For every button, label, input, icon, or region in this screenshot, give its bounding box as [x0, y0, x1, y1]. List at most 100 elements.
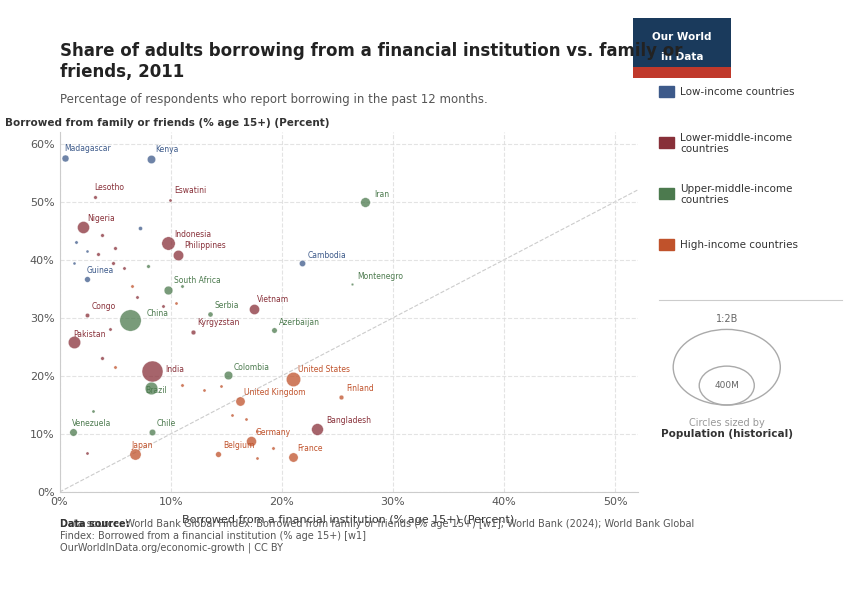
Text: Bangladesh: Bangladesh	[326, 416, 371, 425]
Text: Kenya: Kenya	[155, 145, 178, 154]
Point	[122, 315, 136, 325]
Text: Chile: Chile	[156, 419, 175, 428]
Text: Guinea: Guinea	[86, 266, 113, 275]
Point	[214, 382, 228, 391]
Point	[81, 275, 94, 284]
Point	[156, 301, 170, 311]
Point	[186, 327, 200, 337]
Point	[81, 448, 94, 457]
Text: Philippines: Philippines	[184, 241, 226, 250]
Point	[203, 309, 217, 319]
Text: Our World: Our World	[653, 32, 711, 42]
Text: Percentage of respondents who report borrowing in the past 12 months.: Percentage of respondents who report bor…	[60, 93, 487, 106]
Text: Borrowed from family or friends (% age 15+) (Percent): Borrowed from family or friends (% age 1…	[4, 118, 329, 128]
Text: Upper-middle-income
countries: Upper-middle-income countries	[680, 184, 792, 205]
Text: Belgium: Belgium	[223, 441, 254, 450]
Point	[286, 374, 300, 383]
Text: Colombia: Colombia	[234, 363, 270, 372]
Point	[95, 230, 109, 239]
Point	[67, 337, 81, 347]
Text: Indonesia: Indonesia	[174, 230, 211, 239]
Text: Lesotho: Lesotho	[94, 184, 124, 193]
X-axis label: Borrowed from a financial institution (% age 15+) (Percent): Borrowed from a financial institution (%…	[183, 515, 514, 525]
Text: Japan: Japan	[132, 441, 153, 450]
Point	[359, 197, 372, 207]
Point	[66, 427, 80, 437]
Text: in Data: in Data	[661, 52, 703, 62]
Text: Venezuela: Venezuela	[71, 419, 111, 428]
Text: Madagascar: Madagascar	[64, 145, 110, 154]
Text: Montenegro: Montenegro	[357, 272, 404, 281]
Point	[81, 310, 94, 320]
Point	[244, 436, 258, 446]
Text: Data source: World Bank Global Findex: Borrowed from family or friends (% age 15: Data source: World Bank Global Findex: B…	[60, 519, 694, 553]
Point	[162, 195, 176, 205]
Point	[70, 238, 83, 247]
Point	[133, 223, 146, 233]
Text: High-income countries: High-income countries	[680, 241, 798, 250]
Point	[92, 249, 105, 259]
Point	[86, 406, 99, 416]
Point	[59, 154, 72, 163]
Text: United States: United States	[298, 365, 350, 374]
Text: Vietnam: Vietnam	[258, 295, 290, 304]
Text: Congo: Congo	[92, 302, 116, 311]
Bar	[633, 67, 731, 78]
Point	[251, 426, 264, 436]
Text: Population (historical): Population (historical)	[660, 429, 793, 439]
Text: Germany: Germany	[255, 428, 290, 437]
Point	[95, 353, 109, 363]
Text: India: India	[165, 365, 184, 374]
Point	[345, 280, 359, 289]
Point	[76, 222, 89, 232]
Point	[144, 383, 157, 393]
Point	[247, 304, 261, 313]
Point	[131, 293, 145, 302]
Text: Cambodia: Cambodia	[308, 251, 346, 260]
Point	[225, 410, 239, 420]
Point	[172, 250, 185, 260]
Text: Eswatini: Eswatini	[174, 186, 207, 195]
Point	[142, 261, 156, 271]
FancyBboxPatch shape	[628, 15, 736, 81]
Point	[197, 386, 211, 395]
Text: Pakistan: Pakistan	[73, 330, 105, 339]
Text: Data source:: Data source:	[60, 519, 129, 529]
Text: Share of adults borrowing from a financial institution vs. family or
friends, 20: Share of adults borrowing from a financi…	[60, 42, 682, 81]
Point	[145, 427, 159, 437]
Text: Low-income countries: Low-income countries	[680, 88, 795, 97]
Point	[169, 298, 183, 308]
Point	[162, 285, 175, 295]
Point	[144, 154, 157, 164]
Text: France: France	[298, 444, 323, 453]
Point	[267, 325, 280, 335]
Point	[334, 392, 348, 401]
Text: 1:2B: 1:2B	[716, 314, 738, 324]
Point	[128, 449, 142, 459]
Point	[240, 415, 253, 424]
Text: Azerbaijan: Azerbaijan	[279, 318, 320, 327]
Point	[286, 452, 300, 462]
Point	[81, 246, 94, 256]
Point	[222, 370, 235, 380]
Text: Kyrgyzstan: Kyrgyzstan	[197, 318, 240, 327]
Point	[310, 424, 324, 434]
Point	[67, 258, 81, 268]
Text: Circles sized by: Circles sized by	[688, 418, 765, 428]
Point	[295, 258, 309, 268]
Point	[106, 258, 120, 268]
Point	[233, 396, 246, 406]
Text: Nigeria: Nigeria	[88, 214, 115, 223]
Point	[108, 362, 122, 371]
Point	[125, 281, 139, 290]
Point	[175, 281, 189, 290]
Text: Serbia: Serbia	[214, 301, 239, 310]
Text: 400M: 400M	[714, 381, 740, 390]
Text: Finland: Finland	[346, 384, 374, 393]
Point	[108, 244, 122, 253]
Point	[175, 380, 189, 389]
Text: China: China	[146, 309, 168, 318]
Point	[145, 367, 159, 376]
Point	[103, 325, 116, 334]
Point	[162, 239, 175, 248]
